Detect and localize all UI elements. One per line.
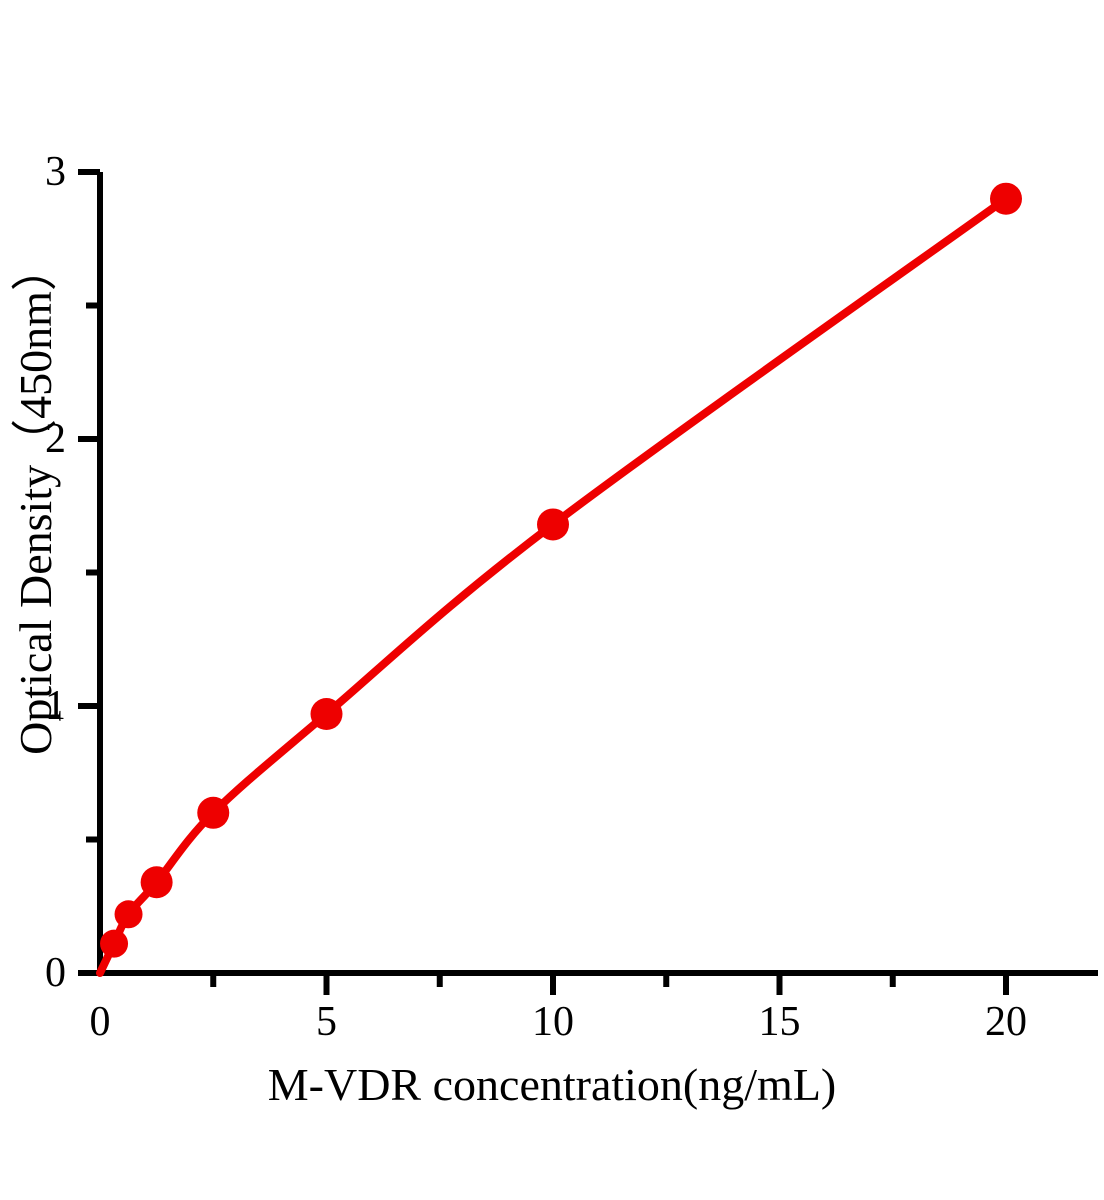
data-point-marker xyxy=(100,929,129,958)
data-point-marker xyxy=(140,866,173,899)
x-tick-label: 20 xyxy=(985,999,1027,1045)
series-curve xyxy=(96,194,1010,977)
axis-lines xyxy=(97,172,1098,976)
y-tick-label: 1 xyxy=(45,683,66,729)
x-tick-label: 0 xyxy=(89,999,111,1045)
data-point-marker xyxy=(537,508,569,541)
x-tick-label: 5 xyxy=(316,999,337,1045)
x-tick-label: 10 xyxy=(532,999,574,1045)
data-point-marker xyxy=(310,698,343,731)
x-tick-label: 15 xyxy=(758,999,801,1045)
data-point-marker xyxy=(114,900,143,929)
data-point-marker xyxy=(990,182,1022,215)
x-axis-title: M-VDR concentration(ng/mL) xyxy=(267,1059,837,1110)
y-tick-label: 0 xyxy=(45,950,66,996)
series-line xyxy=(96,194,1010,977)
series-markers xyxy=(100,182,1022,958)
data-point-marker xyxy=(197,796,230,829)
y-tick-label: 2 xyxy=(45,416,66,462)
y-tick-label: 3 xyxy=(45,149,66,195)
y-axis-title: Optical Density（450nm） xyxy=(10,245,61,755)
